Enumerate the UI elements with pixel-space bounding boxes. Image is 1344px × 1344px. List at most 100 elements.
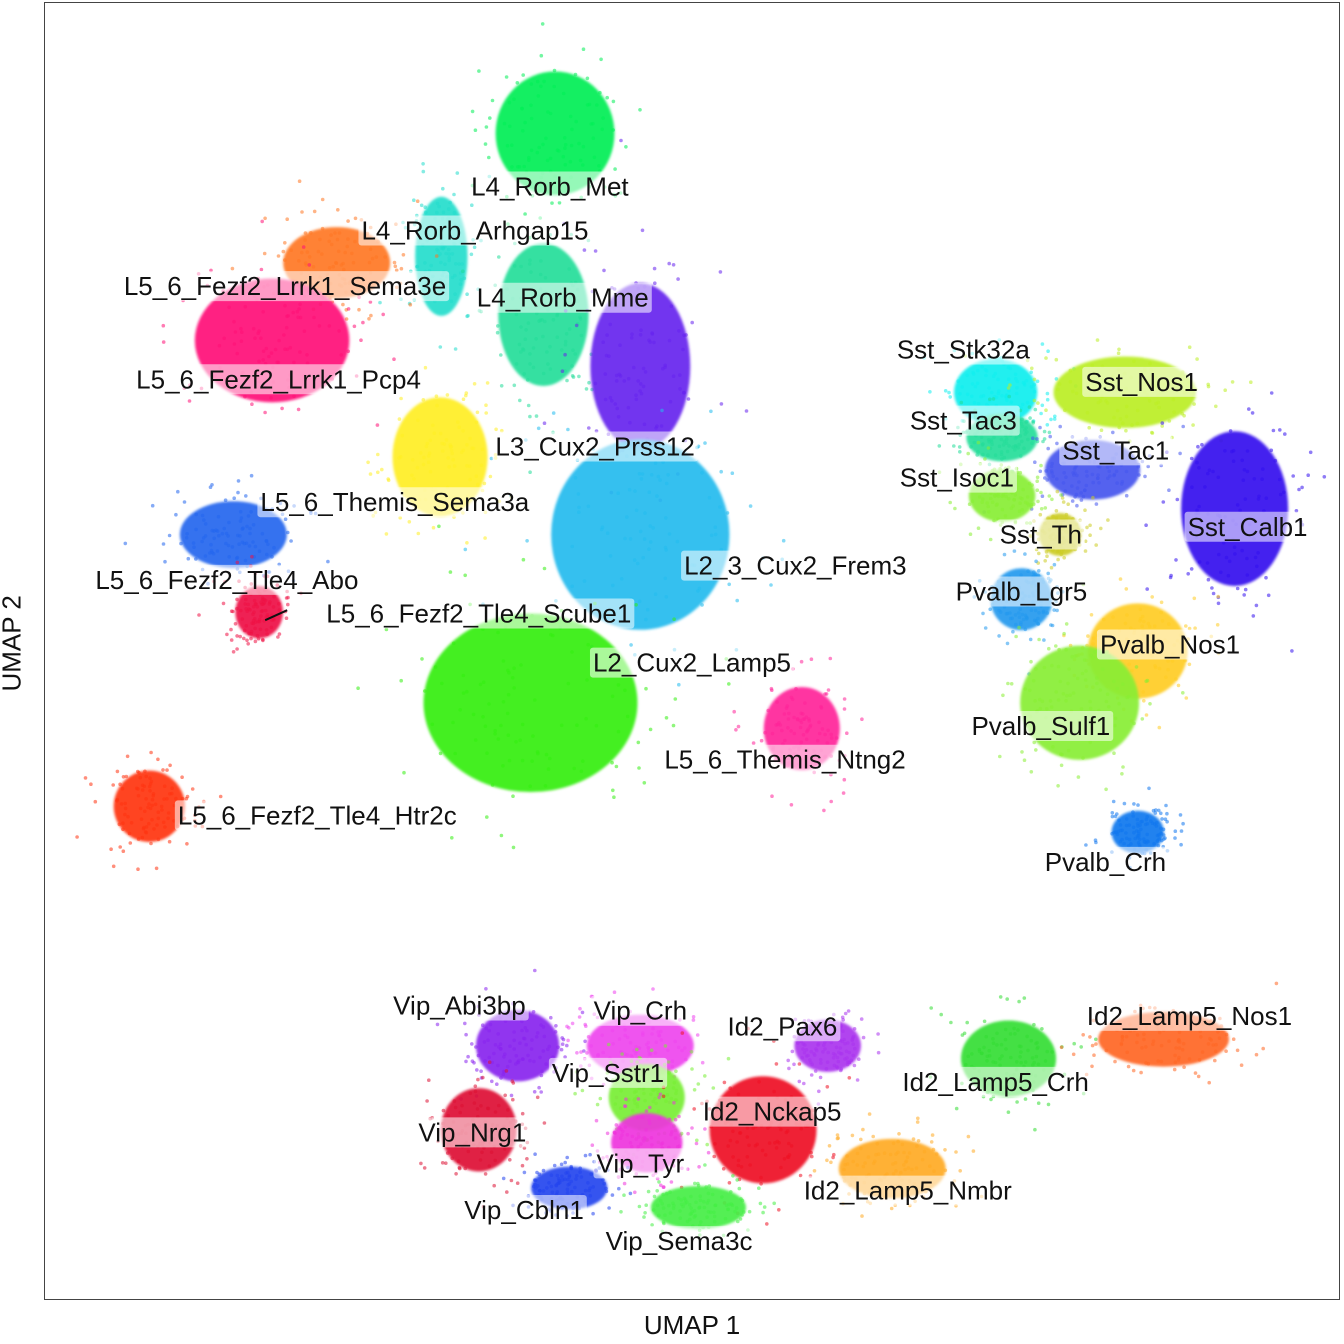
cluster-label-text: L3_Cux2_Prss12: [495, 432, 694, 462]
cell-point: [853, 1046, 857, 1051]
cluster-label-text: L5_6_Themis_Sema3a: [260, 487, 529, 517]
cell-point: [376, 452, 380, 457]
cell-point: [1199, 1035, 1203, 1039]
cell-point: [239, 608, 243, 613]
cell-point: [530, 759, 534, 763]
cell-point: [792, 731, 797, 736]
cell-point: [431, 525, 436, 530]
cell-point: [1021, 617, 1026, 622]
cell-point: [450, 1156, 455, 1161]
cell-point: [1181, 424, 1185, 429]
cell-point: [215, 529, 220, 533]
cell-point: [578, 158, 583, 163]
cell-point: [384, 532, 389, 536]
cell-point: [710, 1192, 715, 1197]
cell-point: [836, 1059, 841, 1064]
cell-point: [1008, 616, 1013, 621]
cell-point: [168, 763, 172, 768]
cell-point: [533, 968, 537, 973]
cell-point: [691, 1018, 696, 1022]
cell-point: [888, 1152, 893, 1157]
cell-point: [357, 307, 361, 312]
cell-point: [687, 1203, 692, 1207]
cell-point: [545, 158, 550, 163]
cell-point: [1064, 475, 1068, 480]
cell-point: [1017, 625, 1021, 630]
cell-point: [1140, 819, 1144, 824]
cell-point: [440, 681, 444, 686]
cell-point: [573, 476, 578, 480]
cell-point: [999, 450, 1004, 454]
cell-point: [194, 557, 198, 561]
cell-point: [696, 1082, 701, 1086]
cell-point: [531, 734, 535, 738]
cell-point: [1019, 573, 1023, 577]
cluster-label-Sst_Tac3: Sst_Tac3: [906, 405, 1020, 436]
cell-point: [986, 446, 991, 450]
cell-point: [563, 1160, 567, 1165]
cell-point: [562, 136, 567, 140]
cell-point: [1037, 637, 1041, 642]
cell-point: [686, 397, 691, 401]
cell-point: [579, 1175, 584, 1179]
cell-point: [1124, 817, 1129, 821]
cell-point: [1085, 474, 1089, 478]
cell-point: [546, 110, 550, 114]
cell-point: [450, 836, 454, 840]
cell-point: [657, 1033, 661, 1037]
cell-point: [418, 451, 423, 455]
cell-point: [1152, 841, 1156, 846]
cell-point: [962, 1031, 967, 1036]
cell-point: [708, 1210, 713, 1215]
cell-point: [468, 436, 472, 441]
cell-point: [882, 1151, 887, 1155]
cell-point: [487, 702, 491, 706]
cell-point: [638, 108, 642, 112]
cell-point: [619, 1210, 623, 1214]
cluster-label-Vip_Nrg1: Vip_Nrg1: [415, 1117, 530, 1148]
cell-point: [215, 549, 220, 553]
cell-point: [578, 317, 583, 321]
cell-point: [770, 731, 775, 736]
cell-point: [610, 1028, 615, 1033]
cell-point: [218, 794, 223, 799]
cell-point: [166, 816, 170, 821]
cell-point: [670, 1064, 675, 1069]
cell-point: [1066, 502, 1070, 507]
cell-point: [1063, 408, 1067, 413]
cell-point: [148, 789, 152, 793]
cell-point: [1256, 551, 1260, 555]
cell-point: [541, 1168, 546, 1173]
cell-point: [1168, 575, 1173, 580]
cell-point: [842, 1167, 846, 1172]
cell-point: [1049, 469, 1054, 473]
cluster-label-L3_Cux2_Prss12: L3_Cux2_Prss12: [492, 431, 698, 462]
cell-point: [1121, 682, 1125, 686]
cell-point: [262, 597, 266, 602]
cell-point: [1038, 706, 1043, 711]
cell-point: [628, 1141, 633, 1145]
cell-point: [352, 324, 357, 329]
cell-point: [705, 1215, 709, 1219]
cell-point: [262, 619, 266, 623]
cell-point: [659, 424, 664, 428]
cell-point: [1090, 363, 1095, 368]
cluster-label-L5_6_Themis_Sema3a: L5_6_Themis_Sema3a: [257, 487, 533, 518]
cell-point: [529, 116, 534, 121]
cell-point: [1031, 678, 1036, 683]
cell-point: [161, 323, 166, 328]
cell-point: [1264, 496, 1269, 501]
cell-point: [731, 1129, 735, 1134]
cell-point: [512, 1030, 516, 1034]
cluster-Id2_Lamp5_Nos1: [1059, 981, 1279, 1085]
cell-point: [1054, 516, 1059, 520]
cell-point: [641, 384, 646, 389]
cell-point: [463, 1021, 467, 1026]
cell-point: [258, 627, 263, 632]
cell-point: [1004, 437, 1009, 442]
cell-point: [986, 453, 990, 458]
cell-point: [506, 733, 511, 737]
cell-point: [128, 841, 133, 845]
cell-point: [1278, 428, 1282, 432]
cell-point: [1140, 1046, 1144, 1050]
